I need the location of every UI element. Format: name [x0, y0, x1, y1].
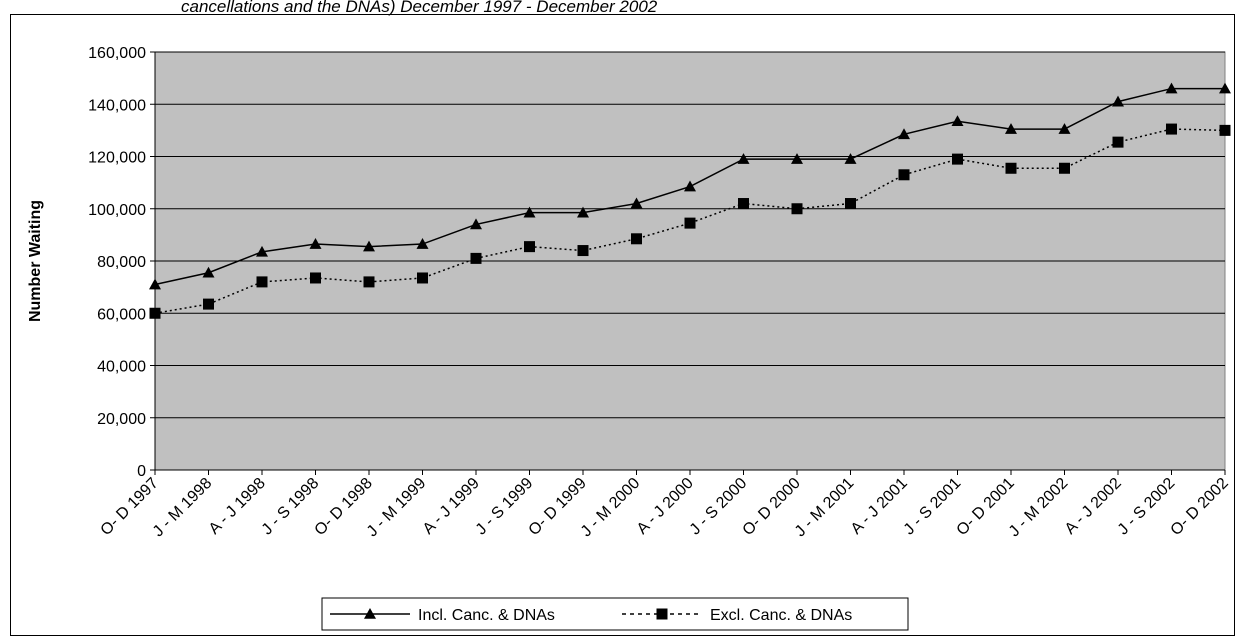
y-axis-label: Number Waiting — [27, 200, 44, 322]
data-point-2 — [791, 203, 803, 215]
data-point-2 — [845, 198, 856, 210]
data-point-1 — [1112, 95, 1124, 107]
data-point-1 — [844, 153, 857, 164]
y-tick-label: 0 — [137, 463, 146, 480]
data-point-2 — [524, 241, 535, 253]
data-point-2 — [256, 276, 268, 288]
data-point-2 — [684, 217, 696, 229]
y-tick-label: 40,000 — [97, 359, 146, 376]
data-point-1 — [684, 180, 696, 192]
y-tick-label: 20,000 — [97, 411, 146, 428]
legend-marker — [656, 608, 668, 620]
x-tick-label: J - M 2001 — [792, 475, 858, 541]
y-tick-label: 80,000 — [97, 254, 146, 271]
data-point-2 — [149, 307, 161, 319]
y-tick-label: 100,000 — [88, 202, 146, 219]
x-tick-label: J - M 2002 — [1006, 475, 1072, 541]
gridlines — [155, 51, 1225, 419]
data-point-1 — [470, 218, 482, 230]
data-point-2 — [631, 233, 642, 245]
data-point-2 — [1219, 124, 1231, 136]
data-point-1 — [202, 266, 215, 278]
x-tick-label: J - M 1999 — [364, 475, 430, 541]
legend-label: Excl. Canc. & DNAs — [710, 607, 852, 624]
y-tick-label: 140,000 — [88, 97, 146, 114]
x-tick-label: J - M 2000 — [578, 475, 644, 541]
data-point-1 — [523, 206, 536, 218]
data-point-2 — [952, 153, 963, 165]
data-point-2 — [738, 198, 749, 210]
data-point-1 — [256, 245, 268, 257]
data-point-1 — [1058, 123, 1071, 134]
y-tick-label: 120,000 — [88, 150, 146, 167]
data-point-1 — [363, 240, 375, 252]
data-point-1 — [1165, 82, 1178, 94]
legend-label: Incl. Canc. & DNAs — [418, 607, 555, 624]
data-point-2 — [898, 169, 910, 181]
legend-box — [321, 597, 909, 631]
data-point-2 — [203, 298, 214, 310]
data-point-2 — [363, 276, 375, 288]
chart-title-text: cancellations and the DNAs) December 199… — [181, 0, 658, 16]
x-tick-label: J - M 1998 — [150, 475, 216, 541]
data-point-1 — [630, 197, 643, 209]
data-point-1 — [1005, 123, 1017, 134]
data-point-2 — [577, 245, 589, 257]
data-point-1 — [416, 238, 429, 249]
data-point-1 — [737, 153, 750, 164]
data-point-2 — [417, 272, 428, 284]
data-point-2 — [310, 272, 321, 284]
data-point-2 — [470, 252, 482, 264]
y-axis: 0 20,000 40,000 60,000 80,000 100,000 120,000 1… — [88, 45, 156, 480]
data-point-1 — [149, 278, 161, 290]
data-point-1 — [309, 238, 322, 249]
data-point-2 — [1166, 123, 1177, 135]
data-point-1 — [1219, 82, 1231, 94]
x-tick-label: O- D 2002 — [1168, 475, 1232, 539]
chart-title-fragment: cancellations and the DNAs) December 199… — [181, 0, 1081, 21]
y-tick-label: 160,000 — [88, 45, 146, 62]
data-point-1 — [898, 128, 910, 140]
series-layer — [149, 82, 1231, 319]
data-point-2 — [1112, 136, 1124, 148]
data-point-1 — [791, 153, 803, 164]
y-tick-label: 60,000 — [97, 306, 146, 323]
legend-marker — [364, 608, 376, 619]
data-point-2 — [1005, 162, 1017, 174]
data-point-1 — [951, 115, 964, 127]
legend: Incl. Canc. & DNAs Excl. Canc. & DNAs — [321, 597, 909, 631]
data-point-1 — [577, 206, 589, 218]
data-point-2 — [1059, 162, 1070, 174]
